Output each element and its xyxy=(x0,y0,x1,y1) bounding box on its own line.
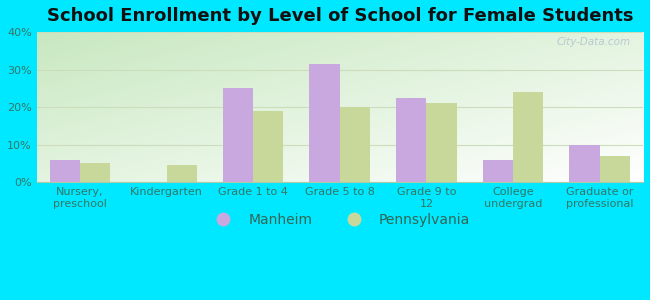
Bar xyxy=(49,160,80,182)
Bar xyxy=(166,165,197,182)
Bar xyxy=(396,98,426,182)
Legend: Manheim, Pennsylvania: Manheim, Pennsylvania xyxy=(204,207,476,232)
Bar xyxy=(253,111,283,182)
Bar xyxy=(600,156,630,182)
Bar xyxy=(80,164,111,182)
Bar xyxy=(340,107,370,182)
Text: City-Data.com: City-Data.com xyxy=(557,37,631,46)
Bar xyxy=(483,160,513,182)
Title: School Enrollment by Level of School for Female Students: School Enrollment by Level of School for… xyxy=(47,7,633,25)
Bar xyxy=(223,88,253,182)
Bar xyxy=(309,64,340,182)
Bar xyxy=(426,103,457,182)
Bar xyxy=(569,145,600,182)
Bar xyxy=(513,92,543,182)
